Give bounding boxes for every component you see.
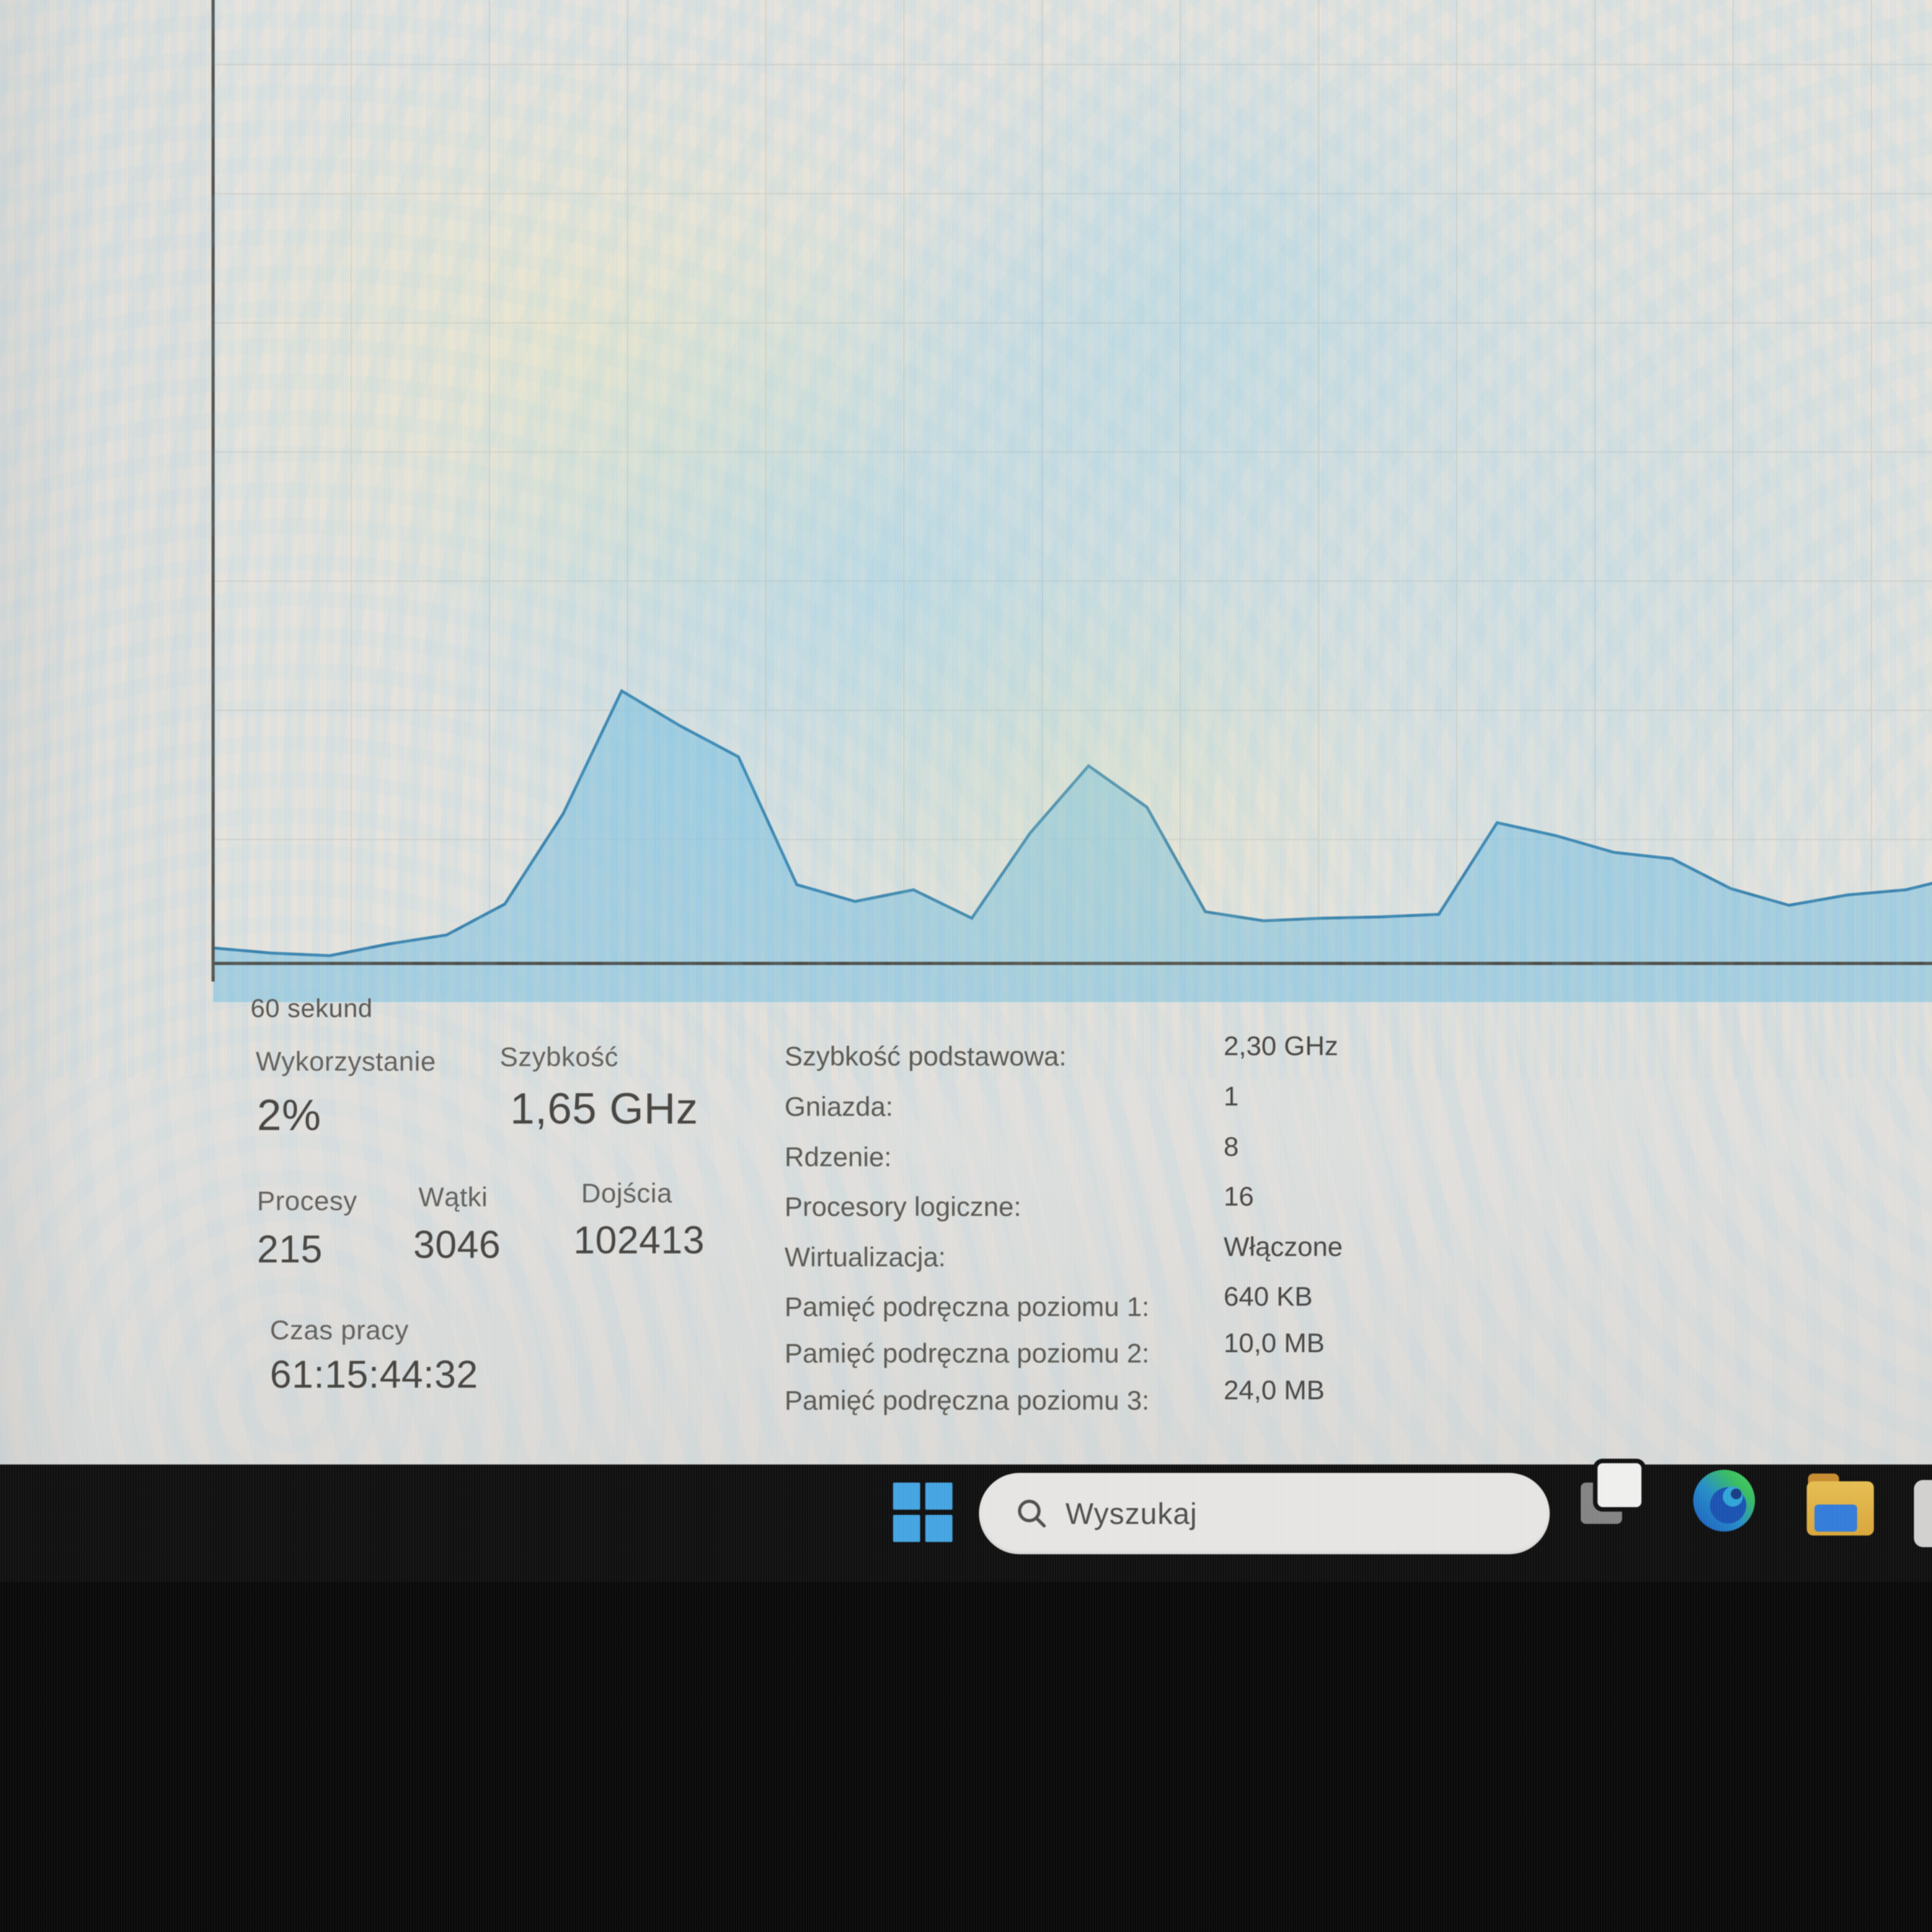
detail-value: 1 — [1224, 1081, 1239, 1111]
file-explorer-icon[interactable] — [1807, 1474, 1874, 1537]
processes-value: 215 — [257, 1228, 323, 1271]
utilization-value: 2% — [257, 1091, 322, 1140]
graph-time-label: 60 sekund — [251, 994, 373, 1023]
detail-row-logical-processors: Procesory logiczne: 16 — [785, 1181, 1921, 1228]
detail-label: Rdzenie: — [785, 1142, 892, 1172]
start-logo-square — [893, 1483, 920, 1510]
cpu-usage-line — [212, 688, 1932, 958]
start-logo-square — [925, 1483, 952, 1510]
detail-label: Pamięć podręczna poziomu 2: — [785, 1338, 1149, 1368]
edge-logo — [1693, 1470, 1755, 1532]
threads-value: 3046 — [413, 1223, 501, 1266]
edge-browser-icon[interactable] — [1690, 1467, 1758, 1534]
detail-value: 24,0 MB — [1224, 1375, 1325, 1405]
detail-value: 2,30 GHz — [1224, 1031, 1339, 1061]
detail-value: 640 KB — [1224, 1281, 1313, 1311]
threads-label: Wątki — [418, 1182, 488, 1212]
detail-value: Włączone — [1224, 1231, 1343, 1262]
uptime-label: Czas pracy — [270, 1315, 409, 1345]
folder-front-panel — [1814, 1505, 1857, 1532]
detail-row-l2-cache: Pamięć podręczna poziomu 2: 10,0 MB — [785, 1328, 1921, 1374]
detail-label: Pamięć podręczna poziomu 3: — [785, 1385, 1149, 1415]
partial-taskbar-icon[interactable] — [1914, 1480, 1932, 1547]
detail-row-cores: Rdzenie: 8 — [785, 1131, 1921, 1178]
detail-label: Wirtualizacja: — [785, 1242, 946, 1272]
task-view-front-square — [1598, 1463, 1641, 1507]
start-logo-square — [925, 1515, 952, 1542]
detail-value: 8 — [1224, 1131, 1239, 1162]
detail-row-virtualization: Wirtualizacja: Włączone — [785, 1231, 1921, 1278]
start-button[interactable] — [893, 1483, 952, 1542]
taskbar-search[interactable]: Wyszukaj — [979, 1473, 1550, 1554]
cpu-usage-graph — [211, 0, 1932, 1003]
handles-label: Dojścia — [581, 1178, 673, 1208]
start-logo-square — [893, 1515, 920, 1542]
detail-row-l1-cache: Pamięć podręczna poziomu 1: 640 KB — [785, 1281, 1921, 1328]
detail-value: 16 — [1224, 1181, 1254, 1211]
search-icon — [1018, 1499, 1046, 1528]
detail-label: Szybkość podstawowa: — [785, 1041, 1067, 1071]
detail-row-l3-cache: Pamięć podręczna poziomu 3: 24,0 MB — [785, 1375, 1921, 1421]
detail-label: Pamięć podręczna poziomu 1: — [785, 1291, 1149, 1322]
detail-label: Procesory logiczne: — [785, 1191, 1022, 1222]
task-view-button[interactable] — [1581, 1463, 1652, 1534]
search-placeholder: Wyszukaj — [1065, 1497, 1198, 1530]
detail-row-sockets: Gniazda: 1 — [785, 1081, 1921, 1127]
handles-value: 102413 — [573, 1218, 705, 1262]
screen-bezel-dark-area — [0, 1582, 1932, 1932]
detail-value: 10,0 MB — [1224, 1328, 1325, 1358]
utilization-label: Wykorzystanie — [256, 1046, 437, 1076]
processes-label: Procesy — [257, 1186, 358, 1216]
cpu-area-fill — [213, 691, 1932, 1002]
detail-row-base-speed: Szybkość podstawowa: 2,30 GHz — [785, 1031, 1921, 1077]
speed-value: 1,65 GHz — [510, 1084, 699, 1133]
uptime-value: 61:15:44:32 — [270, 1353, 478, 1396]
speed-label: Szybkość — [500, 1042, 619, 1072]
detail-label: Gniazda: — [785, 1091, 894, 1122]
